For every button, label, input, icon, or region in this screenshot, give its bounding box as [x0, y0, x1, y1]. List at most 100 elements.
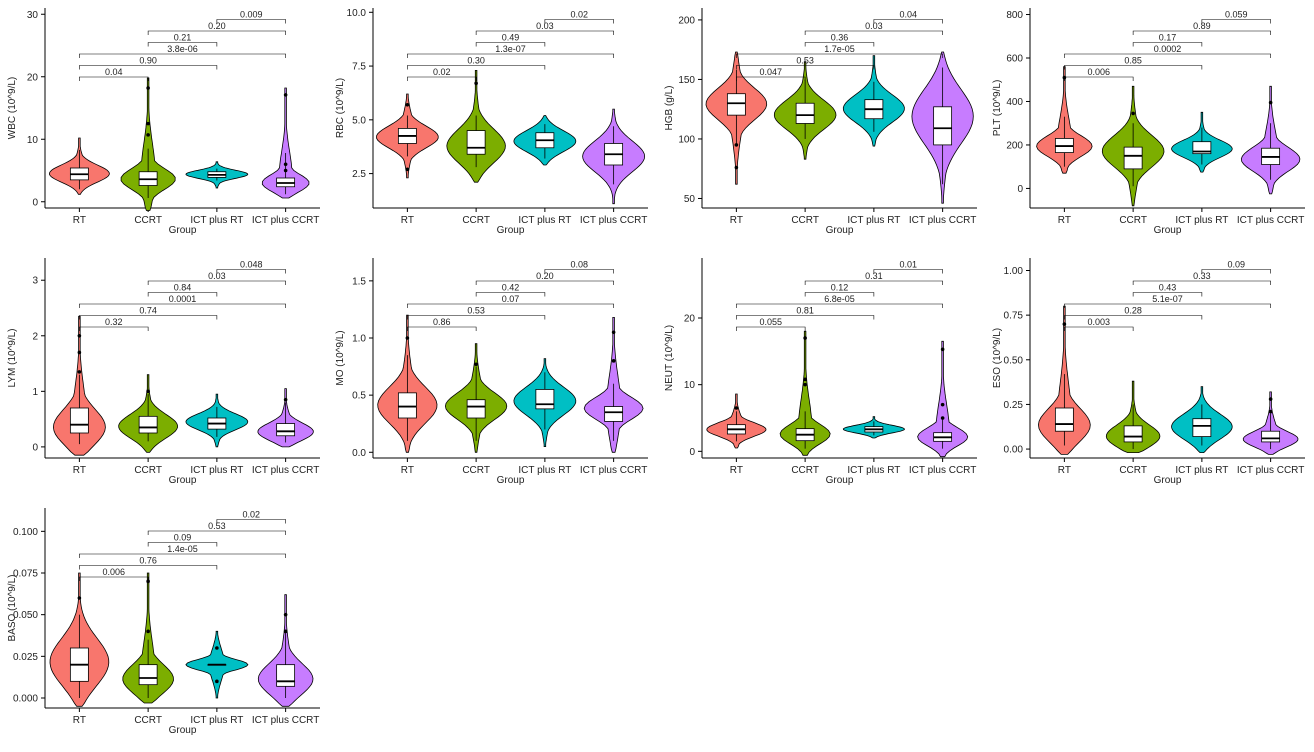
p-value-label: 0.30 — [467, 56, 485, 66]
outlier-point — [474, 81, 478, 86]
p-value-label: 0.76 — [139, 556, 157, 566]
chart-panel: 0 10 20 30 WBC (10^9/L) RT CCRT ICT plus RT ICT … — [0, 0, 328, 250]
p-value-label: 0.17 — [1159, 33, 1177, 43]
box — [466, 399, 486, 419]
box — [604, 406, 624, 422]
outlier-point — [283, 168, 288, 173]
significance-bracket — [736, 53, 943, 58]
p-value-label: 0.43 — [1159, 283, 1177, 293]
y-axis-title: PLT (10^9/L) — [992, 80, 1003, 137]
y-tick-label: 2.5 — [352, 169, 366, 180]
y-tick-label: 0.000 — [13, 694, 38, 705]
x-tick-label: RT — [730, 215, 743, 226]
significance-bracket — [736, 315, 875, 320]
y-axis-title: NEUT (10^9/L) — [664, 325, 675, 391]
x-tick-label: ICT plus RT — [518, 215, 571, 226]
significance-bracket — [1064, 76, 1134, 81]
significance-bracket — [216, 519, 286, 524]
p-value-label: 0.08 — [570, 260, 588, 270]
x-axis-title: Group — [826, 225, 854, 236]
p-value-label: 0.0001 — [169, 294, 197, 304]
significance-bracket — [147, 542, 218, 547]
y-tick-label: 0.50 — [1004, 355, 1024, 366]
significance-bracket — [79, 65, 218, 70]
y-tick-label: 3 — [32, 276, 38, 287]
outlier-point — [405, 167, 410, 172]
box — [1123, 425, 1143, 443]
significance-bracket — [804, 42, 875, 47]
significance-bracket — [407, 326, 477, 331]
p-value-label: 0.21 — [174, 33, 192, 43]
x-tick-label: RT — [401, 215, 414, 226]
outlier-point — [1131, 111, 1135, 116]
p-value-label: 0.20 — [536, 271, 554, 281]
chart-panel: 50 100 150 200 HGB (g/L) RT CCRT ICT plus RT ICT… — [657, 0, 985, 250]
x-tick-label: ICT plus RT — [190, 715, 243, 726]
significance-bracket — [79, 76, 149, 81]
violin — [120, 77, 176, 211]
significance-bracket — [1201, 19, 1271, 24]
outlier-point — [940, 416, 945, 420]
y-tick-label: 200 — [678, 15, 695, 26]
y-tick-label: 0.0 — [352, 448, 366, 459]
significance-bracket — [736, 303, 943, 308]
box — [466, 130, 486, 155]
y-tick-label: 0.00 — [1004, 445, 1024, 456]
x-tick-label: ICT plus CCRT — [252, 465, 319, 476]
significance-bracket — [736, 76, 806, 81]
p-value-label: 0.86 — [433, 317, 451, 327]
x-tick-label: RT — [730, 465, 743, 476]
chart-panel: 0.00 0.25 0.50 0.75 1.00 ESO (10^9/L) RT CCRT IC… — [985, 250, 1313, 500]
p-value-label: 0.81 — [796, 306, 814, 316]
outlier-point — [611, 330, 616, 335]
chart-svg: 0.0 0.5 1.0 1.5 MO (10^9/L) RT CCRT ICT plus RT… — [335, 258, 648, 486]
chart-panel: 0.0 0.5 1.0 1.5 MO (10^9/L) RT CCRT ICT plus RT… — [328, 250, 656, 500]
p-value-label: 0.009 — [240, 10, 263, 20]
outlier-point — [734, 165, 739, 170]
outlier-point — [803, 336, 807, 340]
y-axis-title: WBC (10^9/L) — [7, 77, 18, 140]
significance-bracket — [407, 303, 614, 308]
outlier-point — [77, 596, 82, 600]
p-value-label: 0.02 — [242, 510, 260, 520]
chart-svg: 0 10 20 30 WBC (10^9/L) RT CCRT ICT plus RT ICT … — [7, 8, 320, 236]
x-tick-label: ICT plus RT — [190, 215, 243, 226]
x-tick-label: CCRT — [462, 465, 490, 476]
significance-bracket — [475, 280, 614, 285]
y-tick-label: 200 — [1006, 140, 1023, 151]
box — [276, 664, 296, 687]
significance-bracket — [79, 565, 218, 570]
significance-bracket — [1064, 53, 1271, 58]
x-tick-label: ICT plus CCRT — [580, 215, 647, 226]
outlier-point — [803, 377, 807, 382]
p-value-label: 0.055 — [759, 317, 782, 327]
x-tick-label: ICT plus RT — [518, 465, 571, 476]
significance-bracket — [1132, 280, 1271, 285]
box — [138, 664, 158, 686]
chart-panel: 0 10 20 NEUT (10^9/L) RT CCRT ICT plus RT ICT p… — [657, 250, 985, 500]
significance-bracket — [1064, 326, 1134, 331]
outlier-point — [405, 336, 410, 340]
significance-bracket — [1132, 42, 1203, 47]
significance-bracket — [79, 315, 218, 320]
y-tick-label: 0.25 — [1004, 400, 1024, 411]
significance-bracket — [1064, 315, 1203, 320]
outlier-point — [146, 629, 150, 634]
significance-bracket — [475, 42, 546, 47]
significance-bracket — [804, 30, 943, 35]
box — [138, 415, 158, 434]
significance-bracket — [147, 530, 286, 535]
significance-bracket — [873, 269, 943, 274]
p-value-label: 0.33 — [1193, 271, 1211, 281]
y-tick-label: 50 — [684, 194, 696, 205]
outlier-point — [803, 382, 807, 387]
p-value-label: 1.4e-05 — [167, 544, 198, 554]
chart-panel: 0 1 2 3 LYM (10^9/L) RT CCRT ICT plus RT ICT plu… — [0, 250, 328, 500]
significance-bracket — [736, 326, 806, 331]
outlier-point — [283, 629, 288, 634]
p-value-label: 0.04 — [899, 10, 917, 20]
p-value-label: 0.02 — [570, 10, 588, 20]
y-tick-label: 1 — [32, 387, 38, 398]
box — [397, 392, 417, 419]
outlier-point — [940, 347, 945, 352]
